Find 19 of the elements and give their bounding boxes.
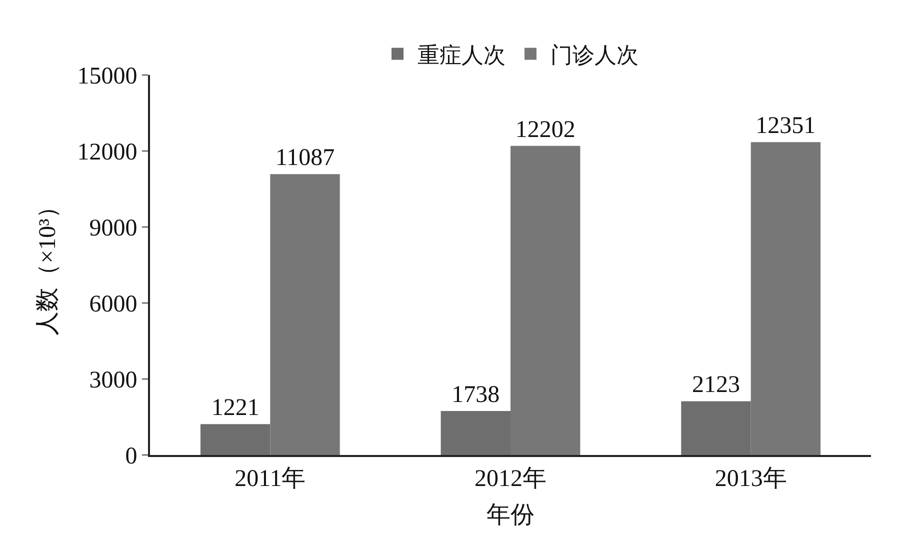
x-axis-title: 年份 (486, 502, 534, 529)
y-tick-label: 15000 (77, 63, 138, 90)
x-tick-label: 2013年 (714, 466, 787, 492)
x-tick-label: 2012年 (474, 466, 546, 492)
data-label: 11087 (275, 145, 335, 172)
data-label: 12351 (756, 113, 816, 140)
data-label: 2123 (692, 372, 740, 398)
y-tick-label: 9000 (89, 215, 138, 242)
data-label: 1738 (452, 382, 500, 408)
y-tick-label: 3000 (89, 367, 138, 394)
data-label: 1221 (211, 395, 260, 422)
y-tick-label: 0 (125, 443, 138, 470)
y-axis-title: 人数（×10³） (34, 194, 61, 336)
x-tick-label: 2011年 (234, 466, 306, 492)
legend-label: 重症人次 (418, 42, 506, 68)
legend-label: 门诊人次 (550, 42, 638, 68)
y-tick-label: 12000 (77, 139, 138, 166)
y-tick-label: 6000 (89, 291, 138, 318)
data-label: 12202 (515, 116, 576, 143)
